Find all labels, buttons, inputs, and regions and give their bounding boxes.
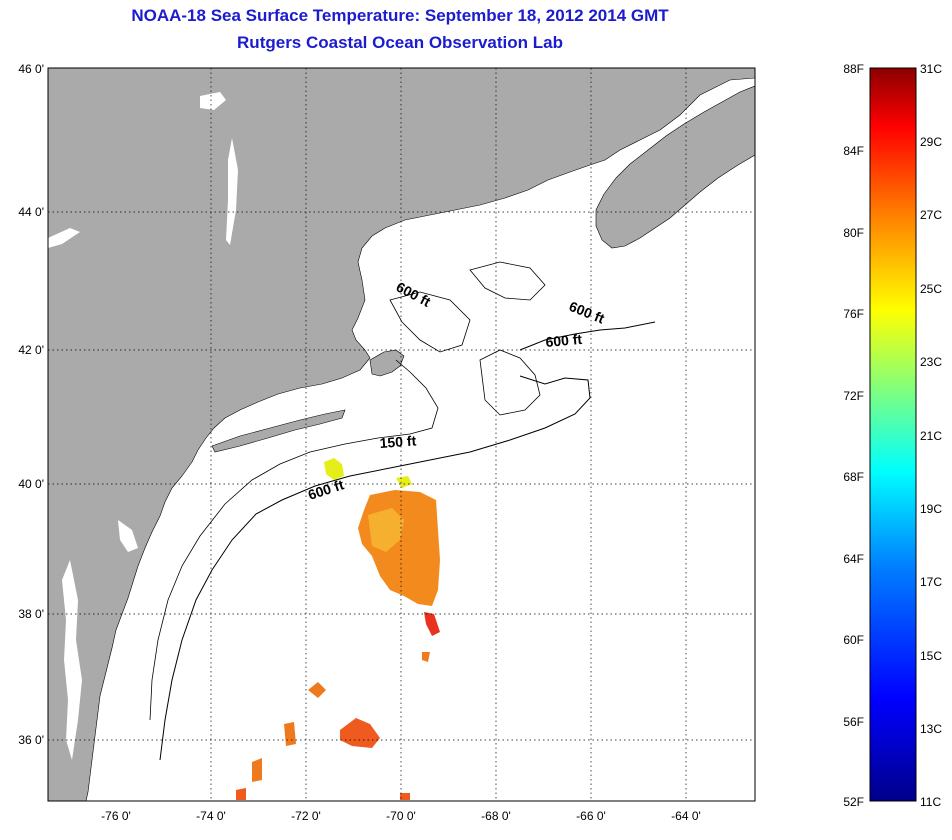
colorbar-f-label: 60F <box>843 633 864 647</box>
depth-contour-gulf-of-maine <box>469 261 546 301</box>
map-frame <box>47 67 756 802</box>
sst-patch-hot <box>424 612 440 636</box>
lon-label: -76 0' <box>101 809 131 823</box>
colorbar-c-label: 19C <box>920 502 942 516</box>
lat-label: 38 0' <box>18 607 44 621</box>
colorbar <box>869 67 917 802</box>
sst-patch-main-highlight <box>368 508 404 552</box>
lon-label: -70 0' <box>386 809 416 823</box>
colorbar-f-label: 56F <box>843 715 864 729</box>
lon-label: -66 0' <box>576 809 606 823</box>
map-grid <box>48 68 755 801</box>
lon-label: -68 0' <box>481 809 511 823</box>
map-title: NOAA-18 Sea Surface Temperature: Septemb… <box>131 6 669 25</box>
sst-patch-yellow <box>396 476 412 488</box>
nova-scotia-landmass <box>595 85 755 249</box>
colorbar-c-label: 23C <box>920 355 942 369</box>
lon-label: -74 0' <box>196 809 226 823</box>
depth-contour-150ft <box>149 359 439 721</box>
depth-label: 600 ft <box>545 331 583 350</box>
colorbar-f-label: 76F <box>843 307 864 321</box>
colorbar-c-label: 31C <box>920 62 942 76</box>
depth-label: 150 ft <box>379 432 417 451</box>
lat-label: 40 0' <box>18 477 44 491</box>
colorbar-f-label: 68F <box>843 470 864 484</box>
colorbar-c-label: 27C <box>920 208 942 222</box>
depth-contour-georges-bank <box>479 349 541 416</box>
colorbar-f-label: 72F <box>843 389 864 403</box>
chesapeake-bay <box>62 560 82 760</box>
lat-label: 44 0' <box>18 205 44 219</box>
colorbar-f-label: 52F <box>843 795 864 809</box>
colorbar-c-label: 25C <box>920 282 942 296</box>
lake-inland <box>200 92 226 110</box>
colorbar-f-label: 80F <box>843 226 864 240</box>
colorbar-f-label: 64F <box>843 552 864 566</box>
lon-label: -64 0' <box>671 809 701 823</box>
sst-patch-southern <box>308 682 326 698</box>
sst-patch-yellow <box>324 458 344 480</box>
us-mainland-landmass <box>48 68 755 801</box>
sst-patch-southern <box>400 793 410 800</box>
colorbar-c-label: 21C <box>920 429 942 443</box>
map-subtitle: Rutgers Coastal Ocean Observation Lab <box>237 33 563 52</box>
sst-patch-southern <box>422 652 430 662</box>
colorbar-f-label: 84F <box>843 144 864 158</box>
lat-label: 46 0' <box>18 62 44 76</box>
lat-label: 36 0' <box>18 733 44 747</box>
sst-patch-southern <box>284 722 296 746</box>
depth-contour-gulf-of-maine <box>389 291 471 353</box>
colorbar-c-label: 15C <box>920 649 942 663</box>
lon-label: -72 0' <box>291 809 321 823</box>
lake-champlain <box>226 138 238 245</box>
cape-cod-landmass <box>369 349 405 377</box>
delaware-bay <box>118 520 138 552</box>
lat-label: 42 0' <box>18 343 44 357</box>
long-island-landmass <box>211 409 346 453</box>
colorbar-c-label: 17C <box>920 575 942 589</box>
sst-patch-southern <box>252 758 262 782</box>
depth-contour-600ft <box>159 375 591 761</box>
lake-inland <box>48 228 80 248</box>
depth-contour-600ft <box>519 321 656 351</box>
sst-patch-southern <box>340 718 380 748</box>
colorbar-f-label: 88F <box>843 62 864 76</box>
colorbar-c-label: 11C <box>920 795 941 809</box>
colorbar-c-label: 29C <box>920 135 942 149</box>
sst-patch-southern <box>236 788 246 800</box>
colorbar-c-label: 13C <box>920 722 942 736</box>
